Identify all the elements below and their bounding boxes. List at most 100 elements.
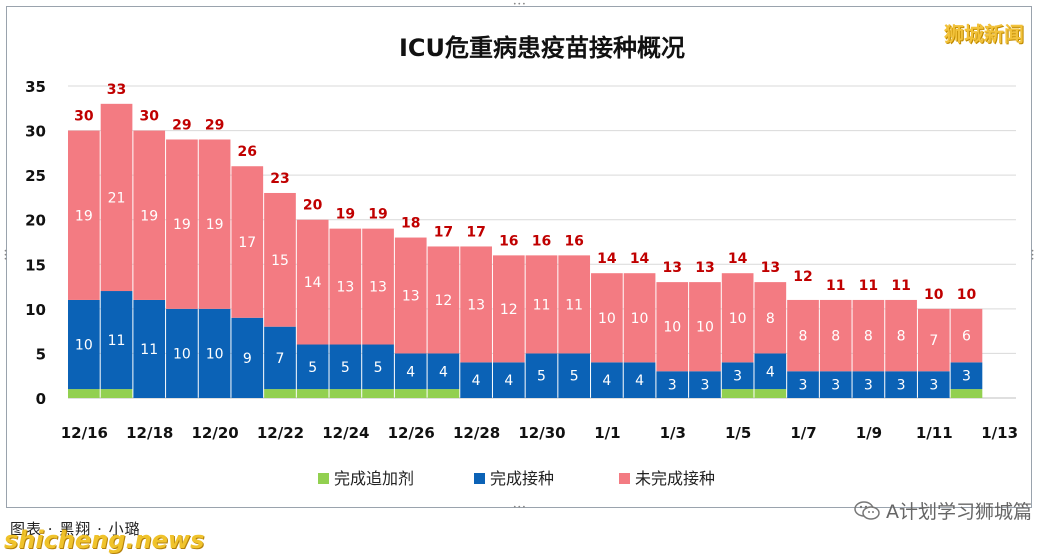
resize-handle-right[interactable]: • • •: [1030, 248, 1035, 263]
bar-segment: [558, 353, 591, 398]
bar-segment: [721, 273, 754, 363]
total-label: 16: [499, 233, 518, 249]
x-tick-label: 12/30: [518, 424, 565, 442]
bar-segment: [68, 389, 100, 398]
resize-handle-bottom[interactable]: •••: [513, 504, 527, 511]
data-label: 7: [276, 351, 285, 367]
bar-segment: [819, 371, 852, 398]
bar-segment: [68, 299, 100, 390]
wechat-icon: [854, 500, 880, 520]
legend-label: 完成追加剂: [334, 469, 414, 488]
data-label: 11: [533, 297, 551, 313]
legend-swatch: [619, 473, 630, 484]
data-label: 11: [108, 333, 126, 349]
bar-segment: [885, 299, 917, 372]
data-label: 3: [864, 378, 873, 394]
data-label: 15: [271, 253, 289, 269]
total-label: 19: [336, 207, 355, 223]
total-label: 10: [924, 287, 944, 303]
data-label: 6: [962, 329, 971, 345]
bar-segment: [394, 353, 427, 390]
total-label: 30: [139, 109, 159, 125]
bar-segment: [950, 389, 983, 398]
total-label: 20: [303, 198, 323, 214]
bar-segment: [754, 389, 787, 398]
total-label: 19: [368, 207, 387, 223]
bar-segment: [689, 282, 721, 372]
x-tick-label: 12/26: [388, 424, 435, 442]
data-label: 19: [206, 217, 224, 233]
data-label: 10: [663, 320, 681, 336]
bar-segment: [852, 371, 885, 398]
bar-segment: [100, 389, 133, 398]
total-label: 17: [434, 224, 453, 240]
bar-segment: [231, 317, 264, 398]
data-label: 13: [402, 288, 420, 304]
y-tick-label: 35: [25, 78, 46, 96]
bar-segment: [885, 371, 917, 398]
data-label: 5: [570, 369, 579, 385]
data-label: 4: [504, 373, 513, 389]
bar-segment: [427, 389, 460, 398]
bar-segment: [623, 362, 656, 398]
bar-segment: [133, 130, 166, 300]
data-label: 5: [537, 369, 546, 385]
y-tick-label: 10: [25, 301, 46, 319]
total-label: 10: [957, 287, 977, 303]
resize-handle-top[interactable]: •••: [513, 1, 527, 8]
bar-segment: [362, 344, 394, 390]
bar-segment: [754, 353, 787, 390]
bar-segment: [492, 255, 525, 363]
x-tick-label: 12/24: [322, 424, 369, 442]
bar-segment: [166, 139, 198, 309]
bar-segment: [100, 291, 133, 390]
total-label: 17: [466, 224, 485, 240]
data-label: 13: [369, 280, 387, 296]
bar-segment: [460, 246, 492, 363]
bar-segment: [296, 219, 329, 345]
watermark-site: shicheng.news: [4, 526, 205, 554]
data-label: 4: [635, 373, 644, 389]
y-tick-label: 25: [25, 167, 46, 185]
x-tick-label: 12/16: [61, 424, 108, 442]
resize-handle-left[interactable]: • • •: [3, 248, 8, 263]
legend-swatch: [318, 473, 329, 484]
total-label: 12: [793, 269, 812, 285]
data-label: 17: [238, 235, 256, 251]
data-label: 5: [374, 360, 383, 376]
bar-segment: [198, 139, 231, 309]
data-label: 8: [864, 329, 873, 345]
bar-segment: [754, 282, 787, 354]
data-label: 7: [929, 333, 938, 349]
data-label: 4: [602, 373, 611, 389]
data-label: 4: [766, 364, 775, 380]
bar-segment: [329, 228, 362, 345]
data-label: 19: [173, 217, 191, 233]
x-tick-label: 1/5: [725, 424, 751, 442]
x-tick-label: 12/20: [191, 424, 238, 442]
bar-segment: [950, 308, 983, 363]
total-label: 30: [74, 109, 94, 125]
data-label: 21: [108, 190, 126, 206]
total-label: 29: [205, 117, 224, 133]
bar-segment: [296, 344, 329, 390]
data-label: 10: [206, 346, 224, 362]
data-label: 13: [467, 297, 485, 313]
bar-segment: [591, 362, 623, 398]
legend-label: 未完成接种: [635, 469, 715, 488]
total-label: 29: [172, 117, 191, 133]
bar-segment: [689, 371, 721, 398]
data-label: 10: [729, 311, 747, 327]
bar-segment: [231, 166, 264, 318]
data-label: 8: [897, 329, 906, 345]
data-label: 4: [439, 364, 448, 380]
chart-credit: 图表 · 黑翔 · 小璐: [10, 520, 141, 538]
watermark-account: A计划学习狮城篇: [854, 497, 1032, 524]
bar-segment: [100, 103, 133, 292]
bar-segment: [427, 246, 460, 354]
bar-segment: [852, 299, 885, 372]
x-tick-label: 1/9: [856, 424, 882, 442]
data-label: 14: [304, 275, 322, 291]
x-tick-label: 12/18: [126, 424, 173, 442]
